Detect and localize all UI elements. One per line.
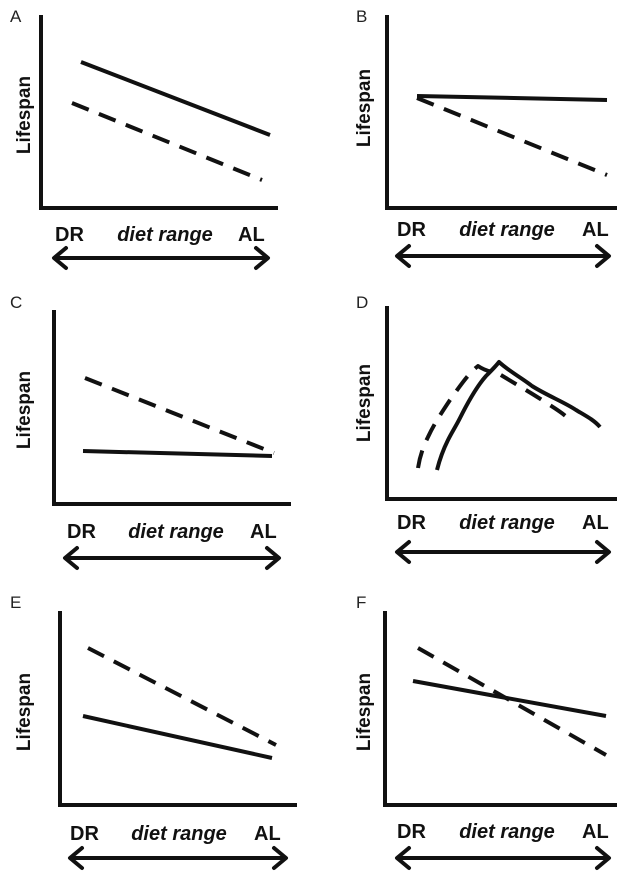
panel-letter: A <box>10 7 22 26</box>
dashed-curve <box>416 364 572 469</box>
x-label-al: AL <box>254 823 281 845</box>
diet-range-arrow <box>395 244 611 268</box>
x-label-al: AL <box>582 512 609 534</box>
x-label-dr: DR <box>70 823 99 845</box>
diet-range-arrow <box>395 846 611 870</box>
x-label-dr: DR <box>397 821 426 843</box>
y-axis-label: Lifespan <box>354 673 375 751</box>
diet-range-arrow <box>68 846 288 870</box>
diet-range-arrow <box>52 246 270 270</box>
axes <box>385 15 617 210</box>
x-label-diet-range: diet range <box>131 823 227 845</box>
axes <box>52 310 291 506</box>
dashed-curve <box>417 646 607 757</box>
panel-a: A Lifespan DR diet range AL <box>10 7 278 270</box>
dashed-curve <box>84 376 275 455</box>
panel-b: B Lifespan DR diet range AL <box>354 7 617 268</box>
y-axis-label: Lifespan <box>354 364 375 442</box>
y-axis-label: Lifespan <box>14 371 35 449</box>
axes <box>58 611 297 807</box>
x-label-al: AL <box>582 821 609 843</box>
panel-letter: E <box>10 593 21 612</box>
x-label-al: AL <box>582 219 609 241</box>
x-label-dr: DR <box>397 512 426 534</box>
x-label-dr: DR <box>67 521 96 543</box>
y-axis-label: Lifespan <box>354 69 375 147</box>
panel-letter: C <box>10 293 22 312</box>
panel-letter: F <box>356 593 366 612</box>
x-label-diet-range: diet range <box>459 512 555 534</box>
panel-d: D Lifespan DR diet range AL <box>354 293 617 564</box>
y-axis-label: Lifespan <box>14 76 35 154</box>
axes <box>39 15 278 210</box>
x-label-diet-range: diet range <box>459 219 555 241</box>
solid-curve <box>82 449 273 458</box>
diet-range-arrow <box>63 546 281 570</box>
panel-f: F Lifespan DR diet range AL <box>354 593 617 870</box>
x-label-diet-range: diet range <box>128 521 224 543</box>
diet-range-arrow <box>395 540 611 564</box>
dashed-curve <box>71 101 263 182</box>
x-label-diet-range: diet range <box>117 224 213 246</box>
dashed-curve <box>87 646 277 747</box>
x-label-diet-range: diet range <box>459 821 555 843</box>
x-label-dr: DR <box>397 219 426 241</box>
x-label-al: AL <box>250 521 277 543</box>
panel-letter: D <box>356 293 368 312</box>
panel-c: C Lifespan DR diet range AL <box>10 293 291 570</box>
x-label-dr: DR <box>55 224 84 246</box>
axes <box>385 306 617 501</box>
solid-curve <box>82 714 273 760</box>
axes <box>383 611 617 807</box>
y-axis-label: Lifespan <box>14 673 35 751</box>
x-label-al: AL <box>238 224 265 246</box>
solid-curve <box>435 360 602 471</box>
panel-e: E Lifespan DR diet range AL <box>10 593 297 870</box>
solid-curve <box>80 60 271 137</box>
panel-letter: B <box>356 7 367 26</box>
solid-curve <box>416 94 608 102</box>
dashed-curve <box>416 96 608 177</box>
